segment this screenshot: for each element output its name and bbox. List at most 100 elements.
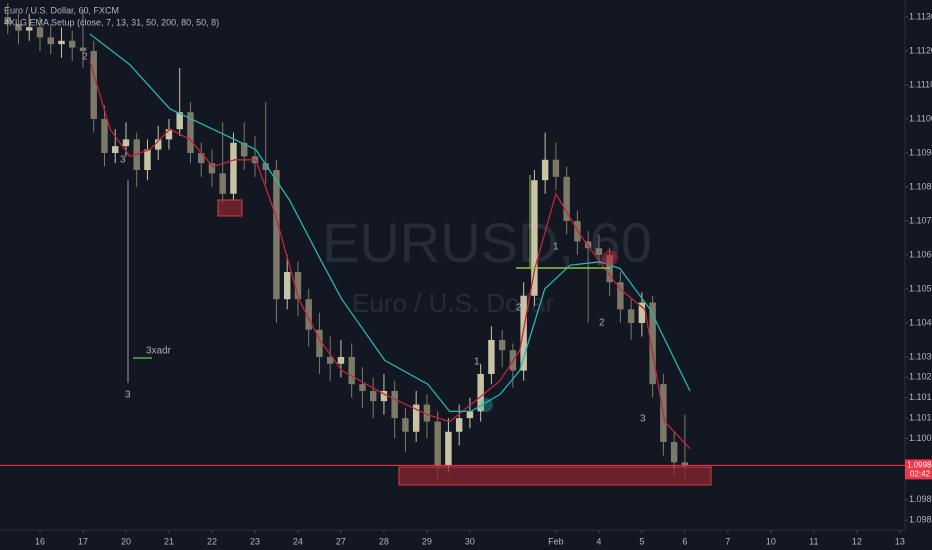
x-tick-label: 10 <box>766 536 776 546</box>
candle-body <box>681 462 689 466</box>
candle-body <box>477 373 484 412</box>
candle-body <box>466 411 474 419</box>
candle-body <box>47 37 54 45</box>
candle-body <box>230 142 237 194</box>
x-tick-label: 23 <box>250 536 260 546</box>
candle-body <box>197 152 205 164</box>
x-tick-label: 27 <box>336 536 346 546</box>
y-tick-label: 1.10800 <box>909 181 932 191</box>
candle-body <box>552 159 560 177</box>
candle-body <box>412 404 420 432</box>
annotation: 3 <box>640 414 646 425</box>
x-tick-label: 28 <box>379 536 389 546</box>
candle-body <box>4 16 11 24</box>
x-tick-label: 4 <box>596 536 601 546</box>
y-tick-label: 1.10180 <box>909 392 932 402</box>
candle-body <box>187 112 194 153</box>
y-tick-label: 1.09820 <box>909 515 932 525</box>
candle-body <box>402 418 409 432</box>
x-tick-label: 24 <box>293 536 303 546</box>
marker-circle <box>602 250 618 266</box>
y-tick-label: 1.11000 <box>909 113 932 123</box>
x-tick-label: 12 <box>852 536 862 546</box>
candle-body <box>380 390 388 402</box>
x-tick-label: Feb <box>548 536 564 546</box>
plot <box>4 3 691 480</box>
y-tick-label: 1.10600 <box>909 249 932 259</box>
candle-body <box>627 309 635 323</box>
candle-body <box>176 112 183 130</box>
x-tick-label: 6 <box>682 536 687 546</box>
candle-body <box>15 23 22 31</box>
x-tick-label: 11 <box>809 536 818 546</box>
annotation: 2 <box>599 318 605 329</box>
x-tick-label: 20 <box>121 536 131 546</box>
candle-body <box>240 142 248 157</box>
candle-body <box>144 149 151 170</box>
candle-body <box>283 271 291 300</box>
candle-body <box>305 299 312 330</box>
candle-body <box>262 163 269 170</box>
x-tick-label: 22 <box>207 536 217 546</box>
x-tick-label: 5 <box>639 536 644 546</box>
x-tick-label: 17 <box>78 536 88 546</box>
candle-body <box>445 431 452 466</box>
candle-body <box>316 329 323 357</box>
candle-body <box>520 295 527 371</box>
candle-body <box>36 27 44 38</box>
candle-body <box>58 40 65 45</box>
candle-body <box>359 384 366 391</box>
candle-body <box>90 50 97 119</box>
watermark: EURUSD, 60 <box>322 211 652 274</box>
chart-title: Euro / U.S. Dollar, 60, FXCM <box>4 5 119 15</box>
candle-body <box>391 390 398 419</box>
candle-body <box>154 139 162 150</box>
annotation: 1 <box>474 357 480 368</box>
candle-body <box>101 118 108 153</box>
candle-body <box>294 271 302 300</box>
candle-body <box>337 356 345 364</box>
candle-body <box>423 404 431 422</box>
y-tick-label: 1.10060 <box>909 433 932 443</box>
candle-body <box>219 173 226 194</box>
candle-body <box>563 176 570 221</box>
annotation: 2 <box>516 303 522 314</box>
countdown: 02:42 <box>910 470 931 479</box>
candle-body <box>79 47 87 51</box>
y-tick-label: 1.10300 <box>909 351 932 361</box>
candle-body <box>541 159 549 181</box>
y-tick-label: 1.10240 <box>909 372 932 382</box>
annotation: 3 <box>120 155 126 166</box>
candle-body <box>595 248 603 255</box>
x-tick-label: 29 <box>422 536 432 546</box>
y-tick-label: 1.10500 <box>909 283 932 293</box>
candle-body <box>326 356 334 364</box>
ema-line <box>89 61 691 450</box>
y-tick-label: 1.10700 <box>909 215 932 225</box>
candle-body <box>488 339 495 374</box>
candle-body <box>498 339 506 351</box>
annotation: 3 <box>125 390 131 401</box>
candle-body <box>165 129 173 140</box>
ema-line <box>89 33 691 413</box>
annotation: 2 <box>82 52 88 63</box>
y-tick-label: 1.10120 <box>909 413 932 423</box>
candle-body <box>531 180 538 296</box>
annotation: 1 <box>553 242 559 253</box>
x-tick-label: 21 <box>164 536 174 546</box>
x-tick-label: 16 <box>35 536 45 546</box>
candle-body <box>369 390 377 402</box>
y-tick-label: 1.11100 <box>909 79 932 89</box>
last-price-tag <box>905 459 932 480</box>
x-tick-label: 30 <box>465 536 475 546</box>
x-tick-label: 13 <box>895 536 905 546</box>
marker-circle <box>479 398 493 412</box>
candle-body <box>208 163 216 174</box>
indicator-label: 4XLG EMA Setup (close, 7, 13, 31, 50, 20… <box>4 17 219 27</box>
y-tick-label: 1.11300 <box>909 11 932 21</box>
candle-body <box>348 356 355 385</box>
candle-body <box>69 40 76 48</box>
candle-body <box>434 421 441 466</box>
